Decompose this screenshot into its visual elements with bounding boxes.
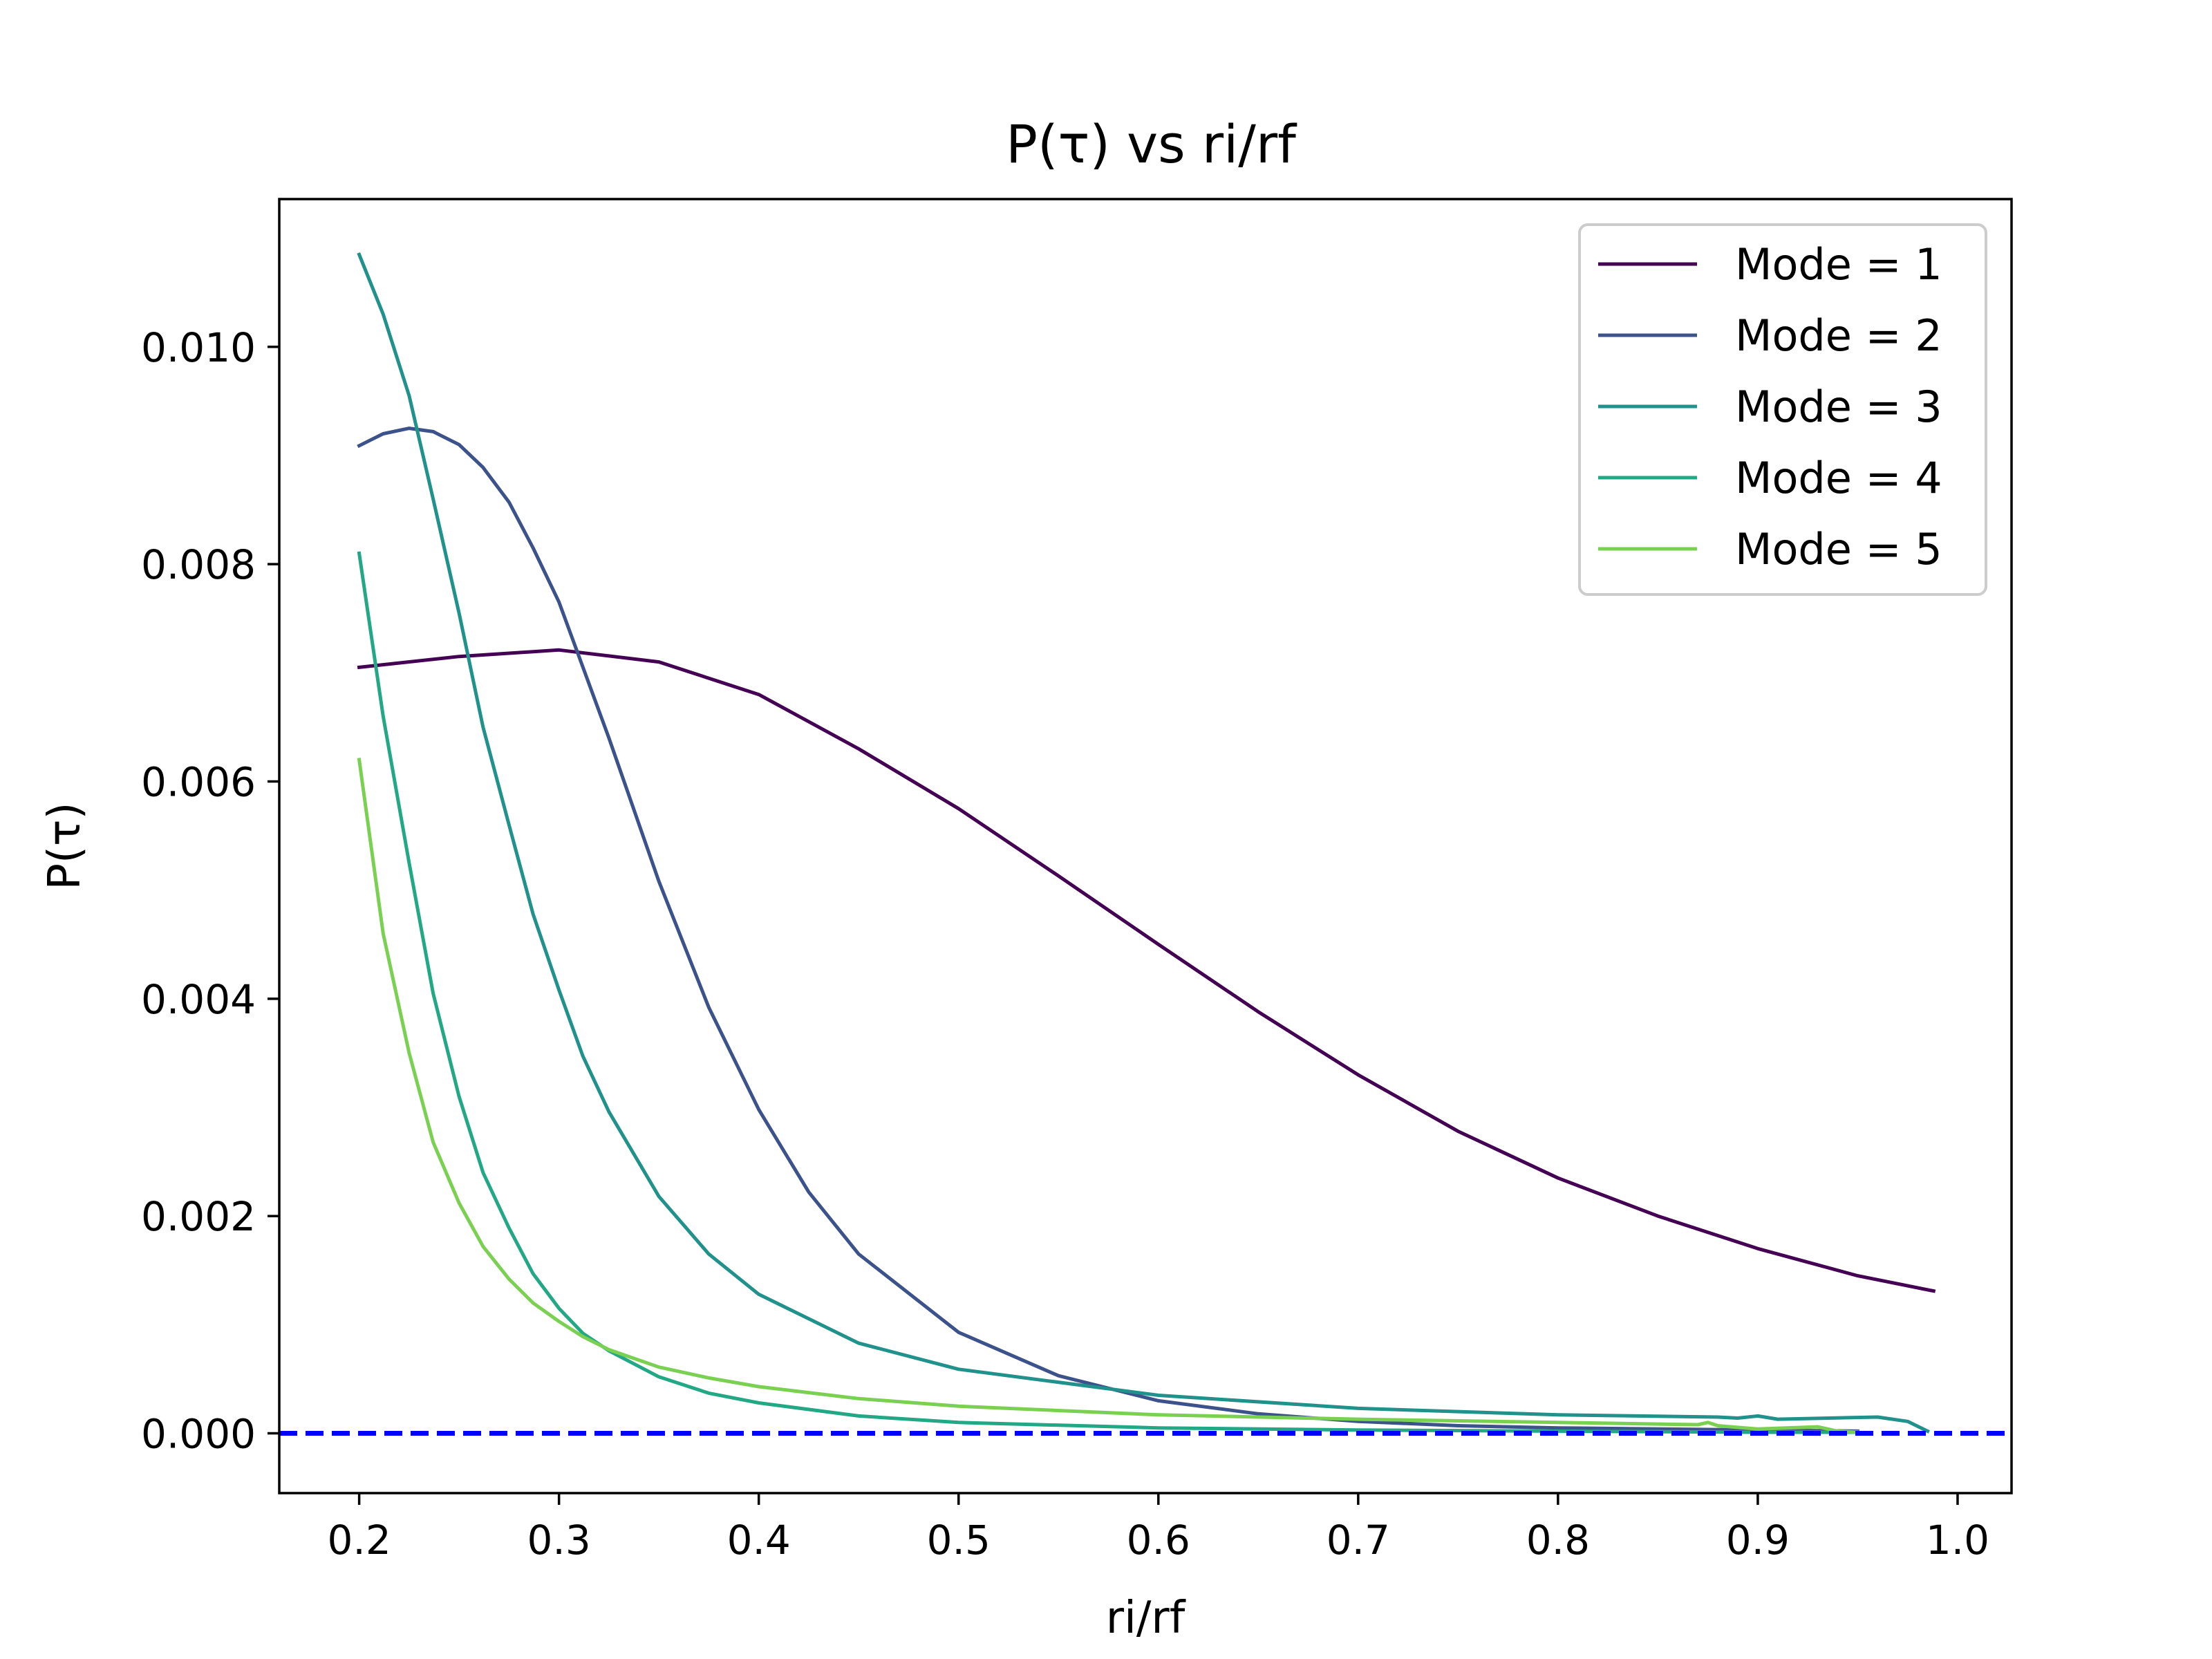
y-tick-label: 0.000 (141, 1411, 256, 1458)
series-line-mode-5 (357, 758, 1860, 1434)
y-tick-label: 0.006 (141, 758, 256, 805)
y-tick-label: 0.002 (141, 1193, 256, 1240)
x-tick-label: 0.9 (1726, 1517, 1790, 1564)
y-axis: 0.000 0.002 0.004 0.006 0.008 0.010 (141, 324, 279, 1458)
legend-label: Mode = 1 (1735, 239, 1942, 290)
x-axis: 0.2 0.3 0.4 0.5 0.6 0.7 0.8 0.9 1.0 (327, 1493, 1989, 1564)
x-tick-label: 0.2 (327, 1517, 391, 1564)
y-tick-label: 0.008 (141, 541, 256, 588)
chart-title: P(τ) vs ri/rf (1006, 113, 1297, 175)
series-layer (357, 252, 1936, 1434)
y-axis-label: P(τ) (39, 802, 91, 890)
legend-box (1578, 223, 1987, 596)
x-tick-label: 0.8 (1526, 1517, 1590, 1564)
legend-entries: Mode = 1 Mode = 2 Mode = 3 Mode = 4 Mode = 5 (1598, 239, 1942, 574)
axes-frame (278, 198, 2013, 1494)
y-tick-label: 0.004 (141, 976, 256, 1023)
x-axis-label: ri/rf (1106, 1593, 1186, 1644)
x-tick-label: 0.6 (1127, 1517, 1190, 1564)
y-tick-label: 0.010 (141, 324, 256, 371)
legend-label: Mode = 2 (1735, 310, 1942, 361)
series-line-mode-2 (357, 427, 1859, 1433)
legend-label: Mode = 5 (1735, 524, 1942, 574)
series-line-mode-1 (357, 648, 1936, 1293)
series-line-mode-3 (357, 252, 1930, 1434)
x-tick-label: 0.3 (527, 1517, 591, 1564)
x-tick-label: 0.7 (1327, 1517, 1390, 1564)
legend-label: Mode = 3 (1735, 382, 1942, 432)
x-tick-label: 0.5 (927, 1517, 991, 1564)
legend-label: Mode = 4 (1735, 453, 1942, 503)
plot-area (278, 198, 2013, 1494)
x-tick-label: 1.0 (1926, 1517, 1989, 1564)
x-tick-label: 0.4 (727, 1517, 791, 1564)
legend: Mode = 1 Mode = 2 Mode = 3 Mode = 4 Mode = 5 (1578, 223, 1987, 596)
